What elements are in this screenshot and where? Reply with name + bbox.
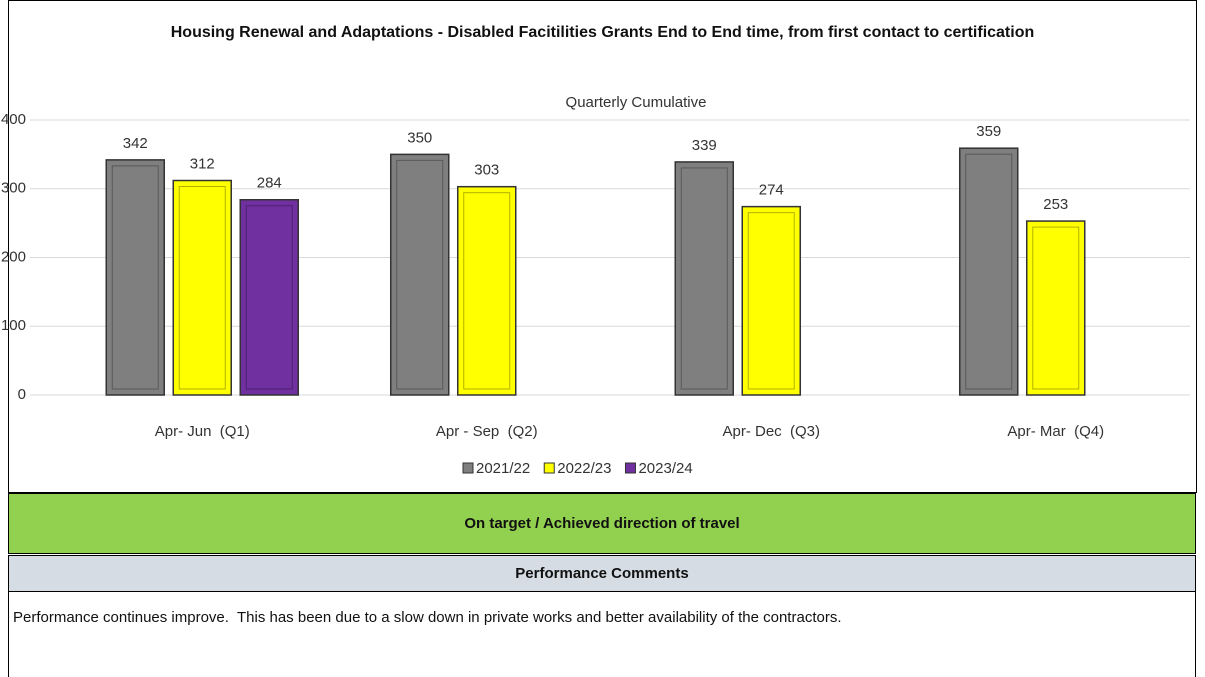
legend-label: 2021/22: [476, 460, 530, 477]
bar: [741, 205, 801, 396]
data-label: 284: [257, 175, 282, 192]
y-tick-label: 300: [1, 180, 26, 197]
x-tick-label: Apr- Mar (Q4): [1007, 423, 1104, 440]
legend-swatch: [543, 462, 555, 474]
bar: [959, 147, 1019, 396]
bar-bevel: [396, 159, 444, 390]
data-label: 350: [407, 129, 432, 146]
bar: [172, 179, 232, 396]
bar-bevel: [463, 192, 511, 390]
legend-label: 2023/24: [638, 460, 692, 477]
data-label: 339: [692, 137, 717, 154]
chart: Quarterly Cumulative 0 100 200 300 400 Apr- J…: [1, 0, 1197, 493]
data-label: 274: [759, 182, 784, 199]
bar: [457, 185, 517, 396]
comments-text: Performance continues improve. This has …: [8, 592, 1196, 677]
bar-bevel: [1032, 226, 1080, 390]
comments-header: Performance Comments: [8, 555, 1196, 592]
data-label: 342: [123, 135, 148, 152]
y-tick-label: 400: [1, 111, 26, 128]
data-label: 303: [474, 162, 499, 179]
x-tick-label: Apr- Dec (Q3): [722, 423, 820, 440]
status-bar: On target / Achieved direction of travel: [8, 493, 1196, 554]
data-label: 253: [1043, 196, 1068, 213]
data-label: 359: [976, 123, 1001, 140]
comment: Performance continues improve. This has …: [13, 609, 842, 626]
legend-swatch: [462, 462, 474, 474]
x-tick-label: Apr- Jun (Q1): [155, 423, 250, 440]
bar-bevel: [178, 186, 226, 390]
legend-swatch: [624, 462, 636, 474]
y-tick-label: 100: [1, 317, 26, 334]
bar-bevel: [245, 205, 293, 390]
bar: [105, 159, 165, 396]
legend-label: 2022/23: [557, 460, 611, 477]
x-tick-label: Apr - Sep (Q2): [436, 423, 538, 440]
bar: [674, 161, 734, 396]
chart-subtitle: Quarterly Cumulative: [566, 94, 707, 111]
bar-bevel: [747, 212, 795, 390]
bar: [239, 199, 299, 396]
y-tick-label: 0: [18, 386, 26, 403]
bar: [1026, 220, 1086, 396]
bar-bevel: [965, 153, 1013, 390]
bar-bevel: [111, 165, 159, 390]
chart-title: Housing Renewal and Adaptations - Disabl…: [170, 24, 1035, 41]
bar: [390, 153, 450, 396]
data-label: 312: [190, 155, 215, 172]
bar-bevel: [680, 167, 728, 390]
y-tick-label: 200: [1, 248, 26, 265]
